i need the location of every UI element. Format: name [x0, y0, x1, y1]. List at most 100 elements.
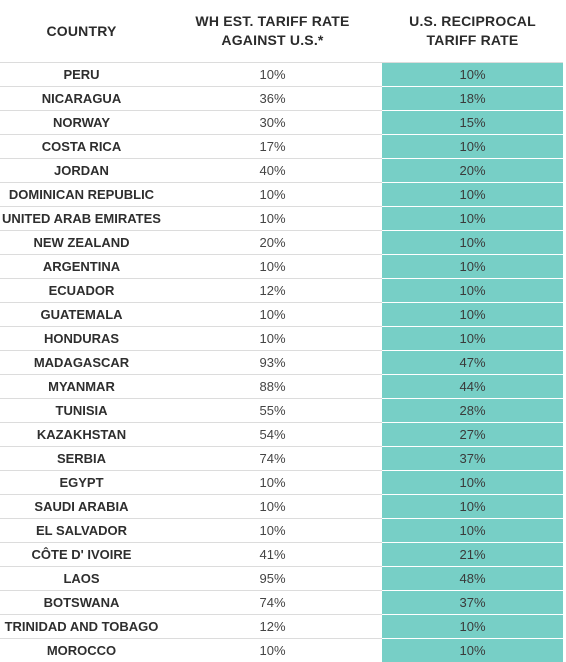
header-us-rate: U.S. RECIPROCAL TARIFF RATE — [382, 0, 563, 63]
wh-rate-cell: 36% — [163, 87, 382, 111]
us-rate-cell: 10% — [382, 183, 563, 207]
country-cell: CÔTE D' IVOIRE — [0, 543, 163, 567]
header-country: COUNTRY — [0, 0, 163, 63]
wh-rate-cell: 30% — [163, 111, 382, 135]
us-rate-cell: 18% — [382, 87, 563, 111]
country-cell: LAOS — [0, 567, 163, 591]
header-us-line1: U.S. RECIPROCAL — [409, 13, 536, 29]
wh-rate-cell: 10% — [163, 207, 382, 231]
country-cell: COSTA RICA — [0, 135, 163, 159]
country-cell: DOMINICAN REPUBLIC — [0, 183, 163, 207]
wh-rate-cell: 10% — [163, 183, 382, 207]
wh-rate-cell: 10% — [163, 471, 382, 495]
country-cell: PERU — [0, 63, 163, 87]
wh-rate-cell: 10% — [163, 519, 382, 543]
wh-rate-cell: 12% — [163, 279, 382, 303]
us-rate-cell: 10% — [382, 135, 563, 159]
wh-rate-cell: 10% — [163, 303, 382, 327]
wh-rate-cell: 54% — [163, 423, 382, 447]
us-rate-cell: 27% — [382, 423, 563, 447]
us-rate-cell: 10% — [382, 231, 563, 255]
country-cell: BOTSWANA — [0, 591, 163, 615]
us-rate-cell: 10% — [382, 327, 563, 351]
us-rate-cell: 10% — [382, 303, 563, 327]
country-cell: MYANMAR — [0, 375, 163, 399]
wh-rate-cell: 12% — [163, 615, 382, 639]
us-rate-cell: 15% — [382, 111, 563, 135]
country-cell: ARGENTINA — [0, 255, 163, 279]
country-cell: KAZAKHSTAN — [0, 423, 163, 447]
header-row: COUNTRY WH EST. TARIFF RATE AGAINST U.S.… — [0, 0, 563, 63]
us-rate-cell: 10% — [382, 279, 563, 303]
country-cell: NICARAGUA — [0, 87, 163, 111]
us-rate-cell: 44% — [382, 375, 563, 399]
country-cell: NORWAY — [0, 111, 163, 135]
header-us-line2: TARIFF RATE — [427, 32, 519, 48]
us-rate-cell: 10% — [382, 471, 563, 495]
wh-rate-cell: 55% — [163, 399, 382, 423]
wh-rate-cell: 10% — [163, 255, 382, 279]
country-cell: NEW ZEALAND — [0, 231, 163, 255]
wh-rate-cell: 20% — [163, 231, 382, 255]
us-rate-cell: 21% — [382, 543, 563, 567]
wh-rate-cell: 93% — [163, 351, 382, 375]
country-cell: EL SALVADOR — [0, 519, 163, 543]
country-cell: TRINIDAD AND TOBAGO — [0, 615, 163, 639]
wh-rate-cell: 10% — [163, 63, 382, 87]
us-rate-cell: 10% — [382, 615, 563, 639]
us-rate-cell: 47% — [382, 351, 563, 375]
country-cell: JORDAN — [0, 159, 163, 183]
country-cell: MADAGASCAR — [0, 351, 163, 375]
us-rate-cell: 10% — [382, 63, 563, 87]
us-rate-cell: 37% — [382, 447, 563, 471]
country-cell: HONDURAS — [0, 327, 163, 351]
header-wh-rate: WH EST. TARIFF RATE AGAINST U.S.* — [163, 0, 382, 63]
wh-rate-cell: 10% — [163, 327, 382, 351]
country-cell: SERBIA — [0, 447, 163, 471]
us-rate-cell: 10% — [382, 255, 563, 279]
country-cell: UNITED ARAB EMIRATES — [0, 207, 163, 231]
country-cell: TUNISIA — [0, 399, 163, 423]
us-rate-cell: 10% — [382, 519, 563, 543]
wh-rate-cell: 74% — [163, 591, 382, 615]
wh-rate-cell: 95% — [163, 567, 382, 591]
country-cell: EGYPT — [0, 471, 163, 495]
country-cell: SAUDI ARABIA — [0, 495, 163, 519]
header-wh-line1: WH EST. TARIFF RATE — [195, 13, 349, 29]
wh-rate-cell: 74% — [163, 447, 382, 471]
us-rate-cell: 10% — [382, 495, 563, 519]
us-rate-cell: 28% — [382, 399, 563, 423]
wh-rate-cell: 10% — [163, 639, 382, 662]
us-rate-cell: 48% — [382, 567, 563, 591]
us-rate-cell: 37% — [382, 591, 563, 615]
header-wh-line2: AGAINST U.S.* — [221, 32, 323, 48]
country-cell: ECUADOR — [0, 279, 163, 303]
wh-rate-cell: 41% — [163, 543, 382, 567]
us-rate-cell: 10% — [382, 207, 563, 231]
